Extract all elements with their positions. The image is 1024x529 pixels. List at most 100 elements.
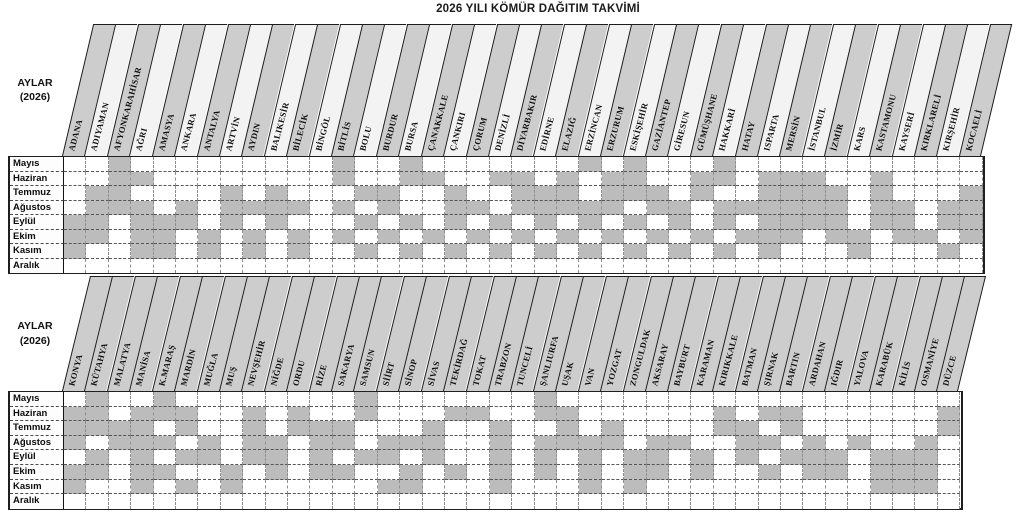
schedule-cell xyxy=(332,258,356,273)
schedule-cell xyxy=(198,450,221,466)
schedule-cell xyxy=(825,421,849,436)
schedule-cell xyxy=(915,421,938,436)
schedule-cell xyxy=(355,258,378,273)
schedule-cell xyxy=(691,258,714,273)
schedule-cell xyxy=(579,215,602,230)
schedule-cell xyxy=(870,406,894,422)
schedule-cell xyxy=(467,392,490,407)
schedule-cell xyxy=(601,465,625,480)
schedule-cell xyxy=(624,186,647,201)
month-label: Ağustos xyxy=(10,435,64,451)
schedule-cell xyxy=(198,435,221,451)
schedule-cell xyxy=(489,450,513,466)
schedule-cell xyxy=(243,494,266,509)
schedule-cell xyxy=(377,392,401,407)
schedule-cell xyxy=(64,494,87,509)
schedule-cell xyxy=(556,244,580,259)
schedule-cell xyxy=(960,186,983,201)
schedule-cell xyxy=(198,215,221,230)
schedule-cell xyxy=(467,479,490,495)
schedule-cell xyxy=(86,200,109,215)
schedule-cell xyxy=(601,421,625,436)
schedule-cell xyxy=(310,229,333,244)
schedule-cell xyxy=(937,406,961,422)
schedule-cell xyxy=(758,215,781,230)
schedule-cell xyxy=(556,157,580,172)
schedule-cell xyxy=(915,435,938,451)
schedule-cell xyxy=(444,421,468,436)
schedule-cell xyxy=(64,435,87,451)
schedule-cell xyxy=(870,258,894,273)
schedule-cell xyxy=(153,186,177,201)
schedule-cell xyxy=(467,229,490,244)
schedule-cell xyxy=(646,421,669,436)
schedule-cell xyxy=(937,229,961,244)
schedule-cell xyxy=(377,465,401,480)
schedule-cell xyxy=(489,494,513,509)
month-label: Mayıs xyxy=(10,157,64,172)
schedule-cell xyxy=(86,171,109,186)
schedule-grid: Mayıs Haziran Temmuz Ağustos Eylül Ekim Kasım A… xyxy=(8,391,963,510)
schedule-cell xyxy=(153,258,177,273)
schedule-cell xyxy=(467,244,490,259)
schedule-cell xyxy=(512,171,535,186)
schedule-cell xyxy=(534,258,557,273)
schedule-cell xyxy=(86,157,109,172)
schedule-cell xyxy=(601,479,625,495)
schedule-cell xyxy=(176,421,199,436)
schedule-cell xyxy=(288,392,311,407)
schedule-cell xyxy=(579,450,602,466)
schedule-cell xyxy=(937,200,961,215)
schedule-cell xyxy=(713,171,737,186)
schedule-cell xyxy=(534,435,557,451)
schedule-cell xyxy=(893,171,916,186)
month-row: Aralık xyxy=(10,258,983,273)
schedule-cell xyxy=(108,494,132,509)
schedule-cell xyxy=(624,171,647,186)
schedule-cell xyxy=(825,465,849,480)
schedule-cell xyxy=(893,421,916,436)
schedule-cell xyxy=(108,465,132,480)
schedule-cell xyxy=(579,258,602,273)
month-row: Ekim xyxy=(10,465,961,480)
schedule-cell xyxy=(176,157,199,172)
month-label: Temmuz xyxy=(10,421,64,436)
schedule-cell xyxy=(601,244,625,259)
schedule-cell xyxy=(624,244,647,259)
schedule-cell xyxy=(64,157,87,172)
schedule-cell xyxy=(400,450,423,466)
schedule-cell xyxy=(243,171,266,186)
schedule-cell xyxy=(758,244,781,259)
schedule-cell xyxy=(736,421,759,436)
schedule-cell xyxy=(893,215,916,230)
schedule-cell xyxy=(153,435,177,451)
schedule-cell xyxy=(422,421,445,436)
schedule-cell xyxy=(579,186,602,201)
schedule-cell xyxy=(736,450,759,466)
schedule-cell xyxy=(601,258,625,273)
schedule-cell xyxy=(467,465,490,480)
schedule-cell xyxy=(781,494,804,509)
schedule-cell xyxy=(915,258,938,273)
schedule-cell xyxy=(825,186,849,201)
schedule-cell xyxy=(220,479,244,495)
schedule-cell xyxy=(556,435,580,451)
schedule-cell xyxy=(153,421,177,436)
schedule-cell xyxy=(870,157,894,172)
schedule-grid: Mayıs Haziran Temmuz Ağustos Eylül Ekim Kasım A… xyxy=(8,156,986,274)
schedule-cell xyxy=(64,200,87,215)
schedule-cell xyxy=(310,450,333,466)
schedule-cell xyxy=(176,392,199,407)
month-label: Haziran xyxy=(10,171,64,186)
schedule-cell xyxy=(534,494,557,509)
schedule-cell xyxy=(781,465,804,480)
schedule-cell xyxy=(579,494,602,509)
schedule-cell xyxy=(377,479,401,495)
schedule-cell xyxy=(288,200,311,215)
schedule-cell xyxy=(243,435,266,451)
schedule-cell xyxy=(512,465,535,480)
schedule-cell xyxy=(131,406,154,422)
schedule-cell xyxy=(668,244,692,259)
schedule-cell xyxy=(198,479,221,495)
schedule-cell xyxy=(489,421,513,436)
